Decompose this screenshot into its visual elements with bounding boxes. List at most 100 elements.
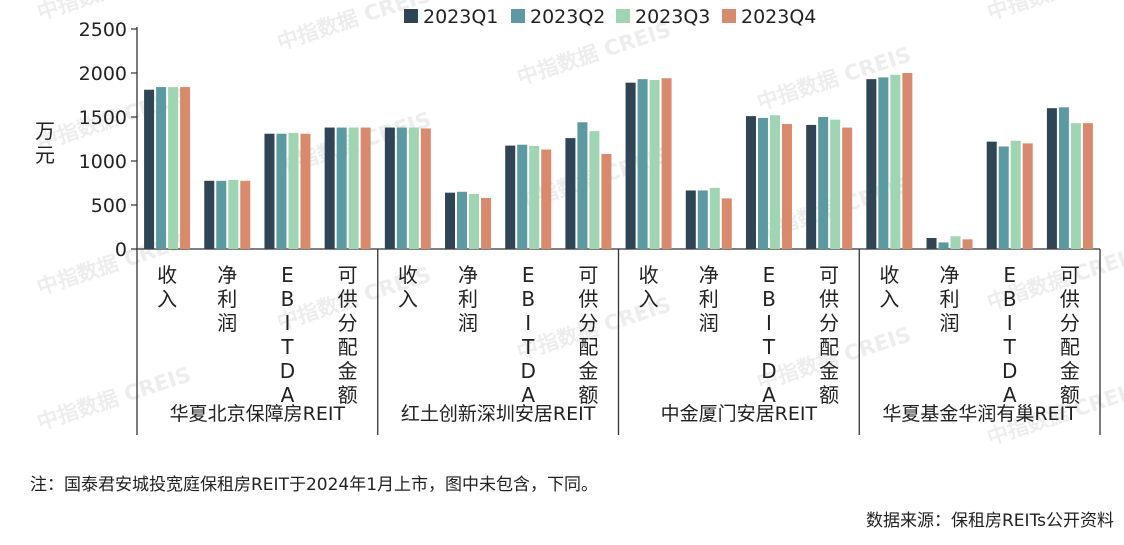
bar-2023q3	[228, 179, 239, 249]
bar-2023q2	[637, 79, 648, 249]
x-category-label-char: I	[1007, 311, 1013, 335]
x-category-label-char: 金	[1060, 359, 1080, 383]
bar-2023q4	[781, 124, 792, 249]
bar-2023q2	[517, 144, 528, 249]
bar-2023q3	[769, 115, 780, 250]
y-tick-label: 1000	[79, 151, 127, 173]
y-tick-label: 2000	[79, 63, 127, 85]
footnote: 注：国泰君安城投宽庭保租房REIT于2024年1月上市，图中未包含，下同。	[30, 475, 599, 495]
bar-2023q3	[348, 127, 359, 249]
group-label: 红土创新深圳安居REIT	[401, 403, 596, 425]
bar-2023q3	[408, 127, 419, 249]
x-category-label-char: 净	[458, 263, 478, 287]
bar-2023q2	[878, 77, 889, 250]
x-category-label-char: E	[281, 263, 294, 287]
x-category-label-char: 利	[458, 287, 478, 311]
x-category-label-char: 配	[578, 335, 598, 359]
bar-2023q4	[420, 128, 431, 249]
bar-2023q1	[745, 116, 756, 250]
legend-swatch	[722, 9, 736, 23]
bar-2023q1	[806, 124, 817, 249]
x-category-label-char: 利	[940, 287, 960, 311]
y-axis-label: 万	[35, 119, 55, 143]
bar-2023q2	[216, 180, 227, 249]
legend-swatch	[404, 9, 418, 23]
x-category-label-char: 分	[338, 311, 358, 335]
x-category-label-char: 额	[819, 383, 839, 407]
legend-label: 2023Q3	[635, 6, 710, 28]
x-category-label-char: D	[521, 359, 536, 383]
bar-2023q4	[601, 153, 612, 249]
bar-2023q4	[360, 127, 371, 249]
bar-2023q4	[180, 87, 191, 249]
bar-2023q1	[144, 89, 155, 249]
bar-2023q1	[625, 82, 636, 250]
x-category-label-char: 收	[639, 263, 659, 287]
y-tick-label: 0	[115, 239, 127, 261]
x-category-label-char: 供	[819, 287, 839, 311]
bar-2023q4	[661, 78, 672, 249]
legend-label: 2023Q2	[530, 6, 605, 28]
bar-2023q1	[204, 180, 215, 249]
x-category-label-char: I	[766, 311, 772, 335]
x-category-label-char: 配	[338, 335, 358, 359]
x-category-label-char: 可	[1060, 263, 1080, 287]
bar-2023q3	[469, 194, 480, 249]
bar-2023q3	[830, 119, 841, 249]
x-category-label-char: B	[281, 287, 295, 311]
bar-2023q4	[481, 197, 492, 249]
y-tick-label: 1500	[79, 107, 127, 129]
bar-2023q1	[565, 138, 576, 249]
bar-2023q4	[240, 180, 251, 249]
x-category-label-char: 供	[1060, 287, 1080, 311]
bar-2023q4	[1022, 143, 1033, 249]
x-category-label-char: B	[762, 287, 776, 311]
legend-label: 2023Q1	[423, 6, 498, 28]
x-category-label-char: 净	[940, 263, 960, 287]
x-category-label-char: T	[280, 335, 294, 359]
x-category-label-char: T	[521, 335, 535, 359]
x-category-label-char: 额	[1060, 383, 1080, 407]
x-category-label-char: 分	[1060, 311, 1080, 335]
legend-swatch	[616, 9, 630, 23]
bar-2023q4	[962, 239, 973, 249]
watermark-text: 中指数据 CREIS	[984, 0, 1124, 25]
bar-2023q4	[842, 127, 853, 249]
group-label: 华夏北京保障房REIT	[170, 403, 346, 425]
x-category-label-char: 润	[217, 311, 237, 335]
x-category-label-char: 净	[699, 263, 719, 287]
bar-2023q2	[697, 190, 708, 249]
x-category-label-char: 收	[157, 263, 177, 287]
x-category-label-char: B	[1003, 287, 1017, 311]
x-category-label-char: 可	[338, 263, 358, 287]
bar-2023q1	[866, 79, 877, 249]
bar-2023q2	[577, 122, 588, 249]
x-category-label-char: 配	[1060, 335, 1080, 359]
bar-2023q3	[168, 87, 179, 249]
x-category-label-char: D	[761, 359, 776, 383]
x-category-label-char: 入	[398, 287, 418, 311]
bar-2023q3	[529, 146, 540, 249]
group-label: 华夏基金华润有巢REIT	[882, 403, 1077, 425]
bar-2023q1	[926, 238, 937, 249]
x-category-label-char: 净	[217, 263, 237, 287]
bar-2023q2	[1058, 107, 1069, 249]
bar-2023q1	[685, 190, 696, 249]
bar-chart: 中指数据 CREIS 中指数据 CREIS 中指数据 CREIS 中指数据 CREIS…	[34, 0, 1124, 450]
bar-2023q2	[396, 127, 407, 249]
x-category-label-char: A	[281, 383, 295, 407]
x-category-label-char: D	[1002, 359, 1017, 383]
bar-2023q1	[324, 127, 335, 249]
x-category-label-char: 可	[819, 263, 839, 287]
bar-2023q1	[445, 192, 456, 249]
x-category-label-char: 供	[578, 287, 598, 311]
x-category-label-char: 可	[578, 263, 598, 287]
x-category-label-char: 利	[699, 287, 719, 311]
bar-2023q3	[1010, 140, 1021, 249]
bar-2023q2	[998, 146, 1009, 249]
bar-2023q1	[505, 145, 516, 249]
x-category-label-char: 入	[879, 287, 899, 311]
x-category-label-char: A	[521, 383, 535, 407]
x-category-label-char: 配	[819, 335, 839, 359]
x-category-label-char: 分	[578, 311, 598, 335]
